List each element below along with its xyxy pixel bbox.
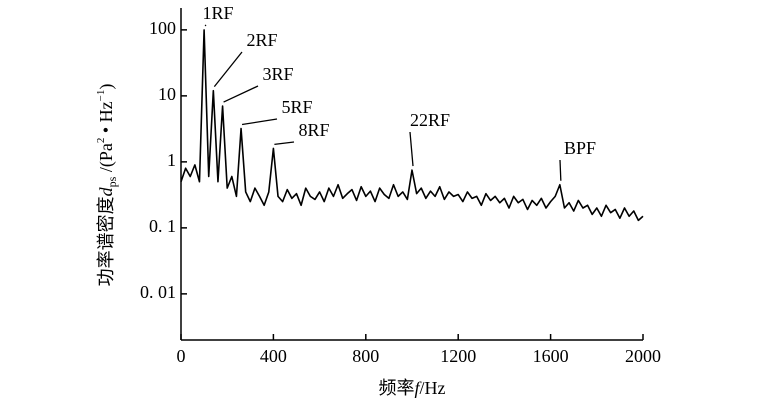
- spectrum-line: [180, 29, 644, 222]
- annotation-leader: [223, 85, 259, 103]
- annotation-label: 1RF: [202, 3, 233, 23]
- annotation-leader: [204, 24, 207, 27]
- x-tick-label: 400: [260, 346, 287, 366]
- x-tick-label: 2000: [625, 346, 661, 366]
- annotation-leader: [409, 131, 414, 167]
- x-tick-label: 0: [177, 346, 186, 366]
- annotation-leader: [241, 118, 278, 126]
- y-axis-title: 功率谱密度dps /(Pa2 • Hz−1): [95, 84, 119, 287]
- x-tick-label: 1600: [533, 346, 569, 366]
- y-tick-label: 10: [158, 84, 176, 104]
- annotation-label: BPF: [564, 138, 596, 158]
- x-tick-label: 1200: [440, 346, 476, 366]
- annotation-label: 5RF: [281, 97, 312, 117]
- annotation-leader: [213, 51, 243, 88]
- y-tick-label: 100: [149, 18, 176, 38]
- annotation-label: 22RF: [410, 110, 450, 130]
- annotation-label: 2RF: [246, 30, 277, 50]
- annotation-label: 8RF: [298, 120, 329, 140]
- x-tick-label: 800: [352, 346, 379, 366]
- annotation-leader: [274, 141, 295, 146]
- y-tick-label: 0. 01: [140, 282, 176, 302]
- annotation-leader: [559, 159, 562, 181]
- y-tick-label: 0. 1: [149, 216, 176, 236]
- x-axis-title: 频率f/Hz: [378, 378, 445, 398]
- y-tick-label: 1: [167, 150, 176, 170]
- annotation-label: 3RF: [262, 64, 293, 84]
